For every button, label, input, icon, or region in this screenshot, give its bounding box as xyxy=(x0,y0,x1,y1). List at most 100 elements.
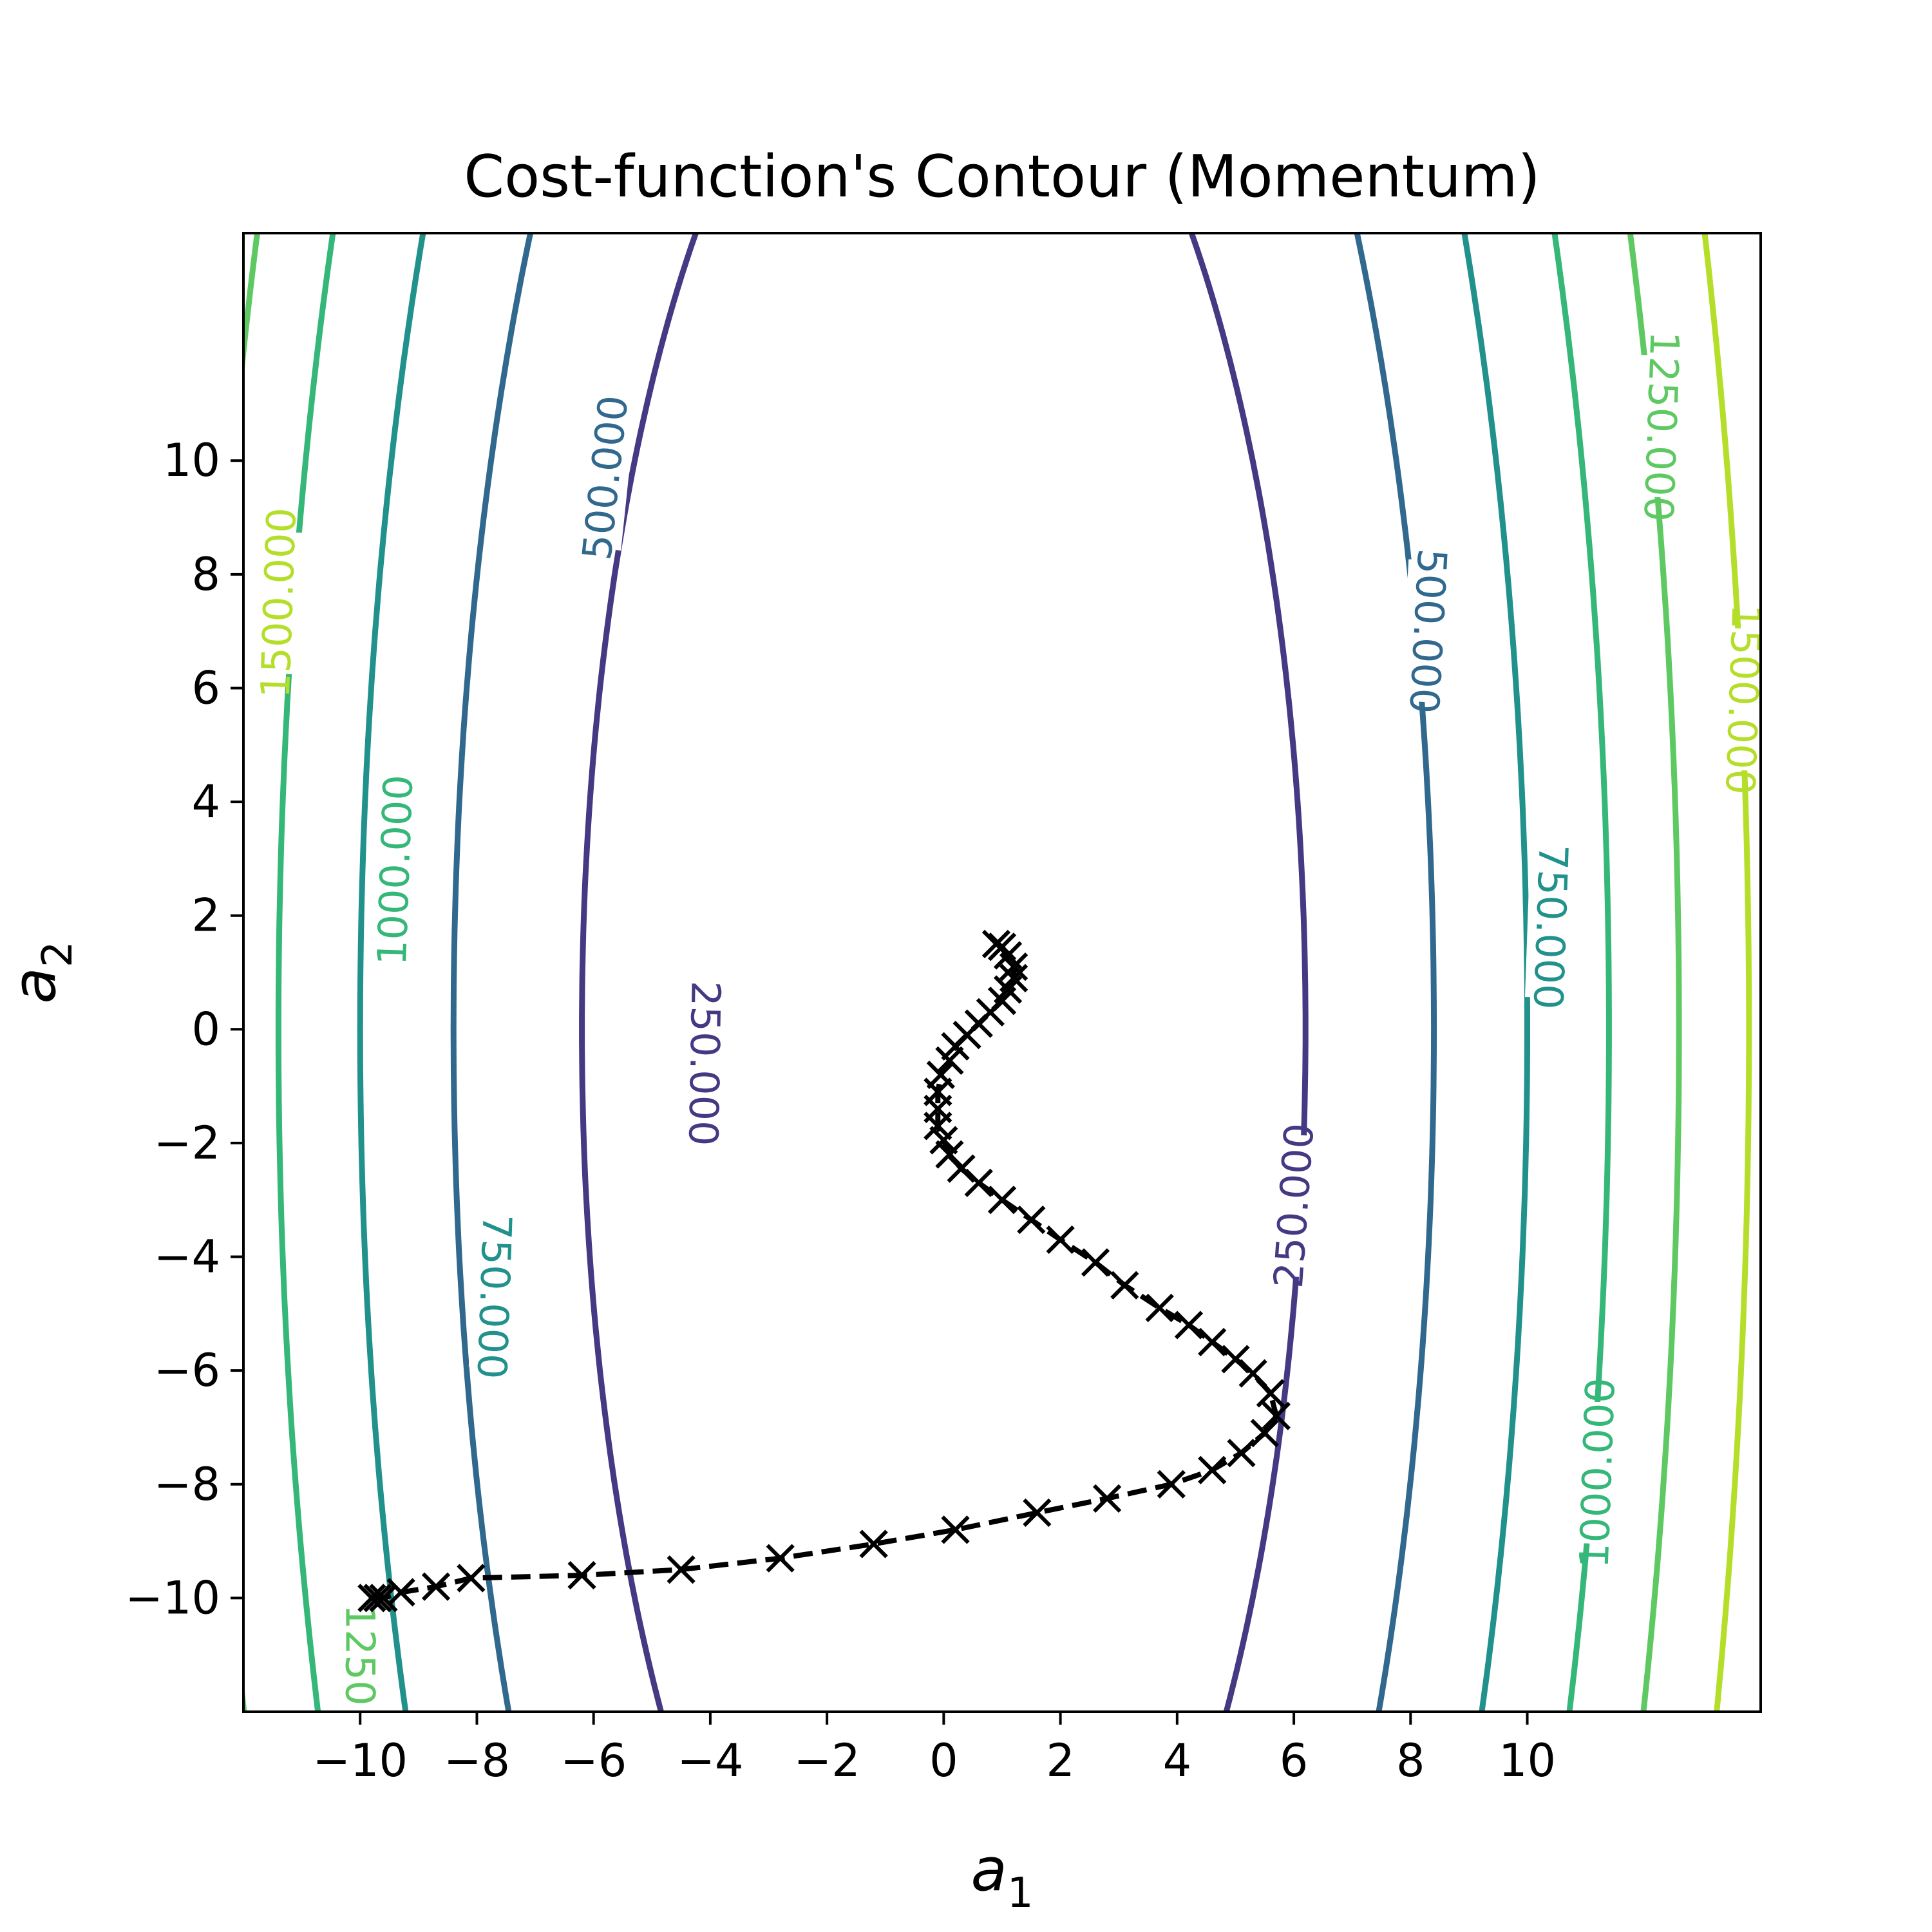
trajectory-point-marker xyxy=(935,1046,964,1075)
contour-line-1000-left xyxy=(275,233,336,1712)
y-axis-label-subscript: 2 xyxy=(34,941,82,967)
x-tick-label: 0 xyxy=(929,1734,958,1787)
x-tick-label: −8 xyxy=(444,1734,510,1787)
contour-line-750-right xyxy=(1461,233,1530,1712)
trajectory-point-marker xyxy=(421,1572,451,1601)
trajectory-point-marker xyxy=(935,1140,964,1169)
contour-label: 1000.000 xyxy=(1571,1377,1624,1569)
chart-title: Cost-function's Contour (Momentum) xyxy=(464,143,1540,211)
trajectory-point-marker xyxy=(1145,1293,1174,1323)
contour-label: 1000.000 xyxy=(368,774,422,966)
x-tick-label: 8 xyxy=(1396,1734,1425,1787)
contour-label: 500.000 xyxy=(573,393,637,562)
y-tick-label: −2 xyxy=(154,1117,220,1170)
contour-label-backdrop xyxy=(468,1225,520,1368)
contour-label: 750.000 xyxy=(468,1213,521,1380)
contour-label: 1250 xyxy=(337,1604,384,1706)
trajectory-point-marker xyxy=(386,1578,415,1607)
trajectory-point-marker xyxy=(1157,1470,1186,1499)
y-axis-label-base: a xyxy=(0,967,69,1003)
trajectory-point-marker xyxy=(1081,1248,1110,1277)
y-tick-label: −4 xyxy=(154,1231,220,1283)
x-tick-label: −4 xyxy=(677,1734,743,1787)
y-tick-label: 0 xyxy=(191,1003,220,1056)
trajectory-point-marker xyxy=(1092,1484,1122,1513)
trajectory-point-marker xyxy=(929,1126,958,1155)
trajectory-point-marker xyxy=(766,1544,795,1573)
trajectory-point-marker xyxy=(987,1186,1017,1215)
optimizer-trajectory xyxy=(357,929,1291,1613)
y-axis-label: a2 xyxy=(0,941,82,1003)
contour-line-500-left xyxy=(450,233,534,1712)
y-axis-ticks: −10 −8 −6 −4 −2 0 2 4 6 8 10 xyxy=(125,434,243,1624)
contour-label-backdrop xyxy=(574,404,636,551)
y-tick-label: 10 xyxy=(163,434,220,487)
x-axis-label: a1 xyxy=(971,1835,1033,1917)
plot-frame xyxy=(242,232,1762,1713)
y-tick-label: −10 xyxy=(125,1571,220,1624)
trajectory-point-marker xyxy=(1221,1345,1250,1374)
trajectory-point-marker xyxy=(457,1564,486,1593)
y-tick-label: −6 xyxy=(154,1344,220,1397)
x-tick-label: 10 xyxy=(1499,1734,1556,1787)
contour-label: 750.000 xyxy=(1524,844,1577,1010)
y-tick-label: 6 xyxy=(191,661,220,714)
contour-label: 1500.000 xyxy=(252,507,305,699)
trajectory-point-marker xyxy=(1198,1327,1227,1357)
trajectory-point-marker xyxy=(1227,1439,1256,1468)
trajectory-point-marker xyxy=(1174,1311,1204,1340)
contour-line-250-left xyxy=(579,233,699,1712)
contour-label-backdrop xyxy=(1571,1401,1624,1545)
contour-line-750-left xyxy=(357,233,426,1712)
trajectory-point-marker xyxy=(926,1060,955,1090)
x-tick-label: −2 xyxy=(794,1734,860,1787)
contour-label-backdrop xyxy=(252,531,305,675)
contour-line-1250-left xyxy=(243,233,261,1712)
contour-label: 1250.000 xyxy=(1634,330,1688,522)
x-tick-label: 6 xyxy=(1280,1734,1309,1787)
contour-label-backdrop xyxy=(369,798,421,942)
trajectory-point-marker xyxy=(1262,1401,1291,1430)
x-axis-label-subscript: 1 xyxy=(1007,1870,1034,1917)
x-tick-label: −10 xyxy=(312,1734,408,1787)
y-tick-label: 8 xyxy=(191,548,220,601)
contour-label: 500.000 xyxy=(1400,547,1455,715)
x-tick-label: −6 xyxy=(560,1734,627,1787)
y-tick-label: −8 xyxy=(154,1458,220,1511)
trajectory-point-marker xyxy=(1017,1206,1046,1235)
contour-label-backdrop xyxy=(679,992,729,1135)
x-axis-label-base: a xyxy=(971,1835,1007,1904)
contour-label-backdrop xyxy=(1524,855,1577,999)
contour-labels: 1500.0001500.0001250.00012501000.0001000… xyxy=(252,330,1770,1726)
trajectory-point-marker xyxy=(999,963,1028,992)
trajectory-point-marker xyxy=(667,1555,696,1584)
trajectory-point-marker xyxy=(1046,1225,1075,1255)
trajectory-point-marker xyxy=(1238,1359,1267,1388)
contour-label: 250.000 xyxy=(1265,1122,1323,1290)
trajectory-point-marker xyxy=(859,1530,888,1558)
trajectory-point-marker xyxy=(987,933,1017,961)
trajectory-point-marker xyxy=(964,1168,993,1197)
contour-label-backdrop xyxy=(337,1584,384,1726)
trajectory-point-marker xyxy=(369,1584,398,1613)
trajectory-point-marker xyxy=(1023,1498,1052,1528)
contour-label-backdrop xyxy=(1636,355,1687,498)
contour-label: 250.000 xyxy=(679,980,729,1146)
x-tick-label: 4 xyxy=(1163,1734,1192,1787)
contour-label-backdrop xyxy=(1717,627,1769,772)
contour-label-backdrop xyxy=(1265,1133,1322,1278)
contour-line-1500-left xyxy=(138,176,189,1769)
y-tick-label: 4 xyxy=(191,775,220,828)
trajectory-point-marker xyxy=(1198,1455,1227,1484)
trajectory-point-marker xyxy=(357,1584,386,1613)
contour-line-1500-right xyxy=(1701,233,1752,1712)
trajectory-point-marker xyxy=(567,1560,596,1590)
trajectory-point-marker xyxy=(941,1515,970,1544)
trajectory-point-marker xyxy=(981,929,1011,958)
contour-line-250-right xyxy=(1188,233,1309,1712)
trajectory-point-marker xyxy=(1110,1271,1139,1300)
y-tick-label: 2 xyxy=(191,889,220,942)
contour-line-500-right xyxy=(1354,233,1437,1712)
trajectory-point-marker xyxy=(1250,1419,1279,1448)
